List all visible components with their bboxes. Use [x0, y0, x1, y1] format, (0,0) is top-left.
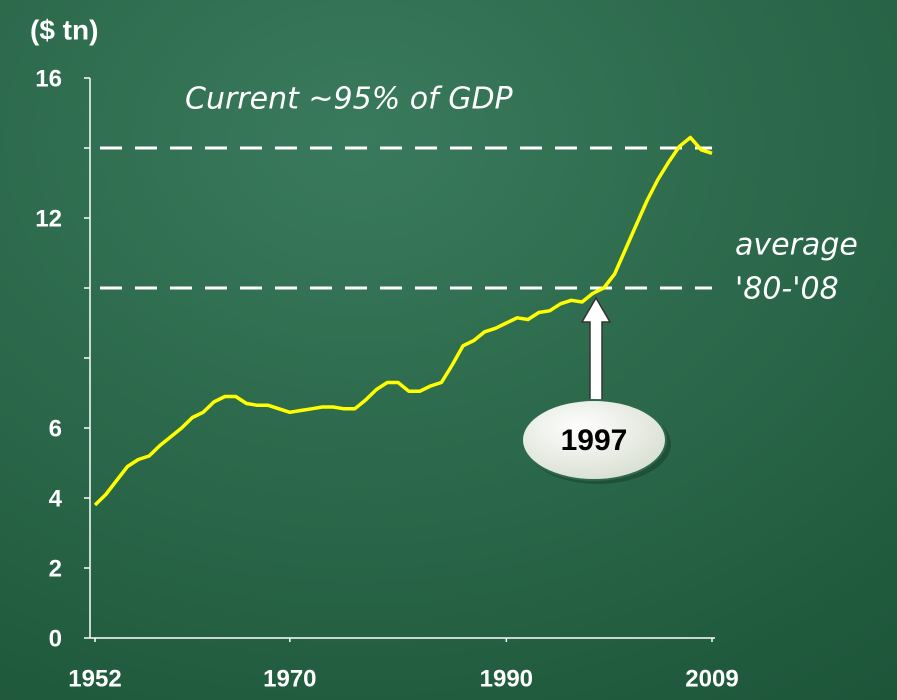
callout-oval: [521, 399, 667, 481]
y-tick-label: 6: [49, 415, 62, 442]
x-tick-label: 1970: [263, 665, 316, 692]
y-tick-label: 2: [49, 555, 62, 582]
data-line: [93, 135, 713, 507]
x-tick-label: 1990: [480, 665, 533, 692]
callout: 1997: [521, 296, 671, 484]
x-tick-label: 2009: [685, 665, 738, 692]
y-tick-label: 0: [49, 625, 62, 652]
callout-label: 1997: [561, 424, 628, 457]
reference-label: Current ~95% of GDP: [185, 82, 514, 117]
y-axis-label: ($ tn): [30, 14, 98, 45]
y-tick-label: 12: [35, 205, 62, 232]
x-tick-label: 1952: [68, 665, 121, 692]
y-tick-label: 16: [35, 65, 62, 92]
reference-label: average: [735, 228, 858, 263]
reference-label: '80-'08: [735, 272, 839, 307]
y-tick-label: 4: [49, 485, 63, 512]
